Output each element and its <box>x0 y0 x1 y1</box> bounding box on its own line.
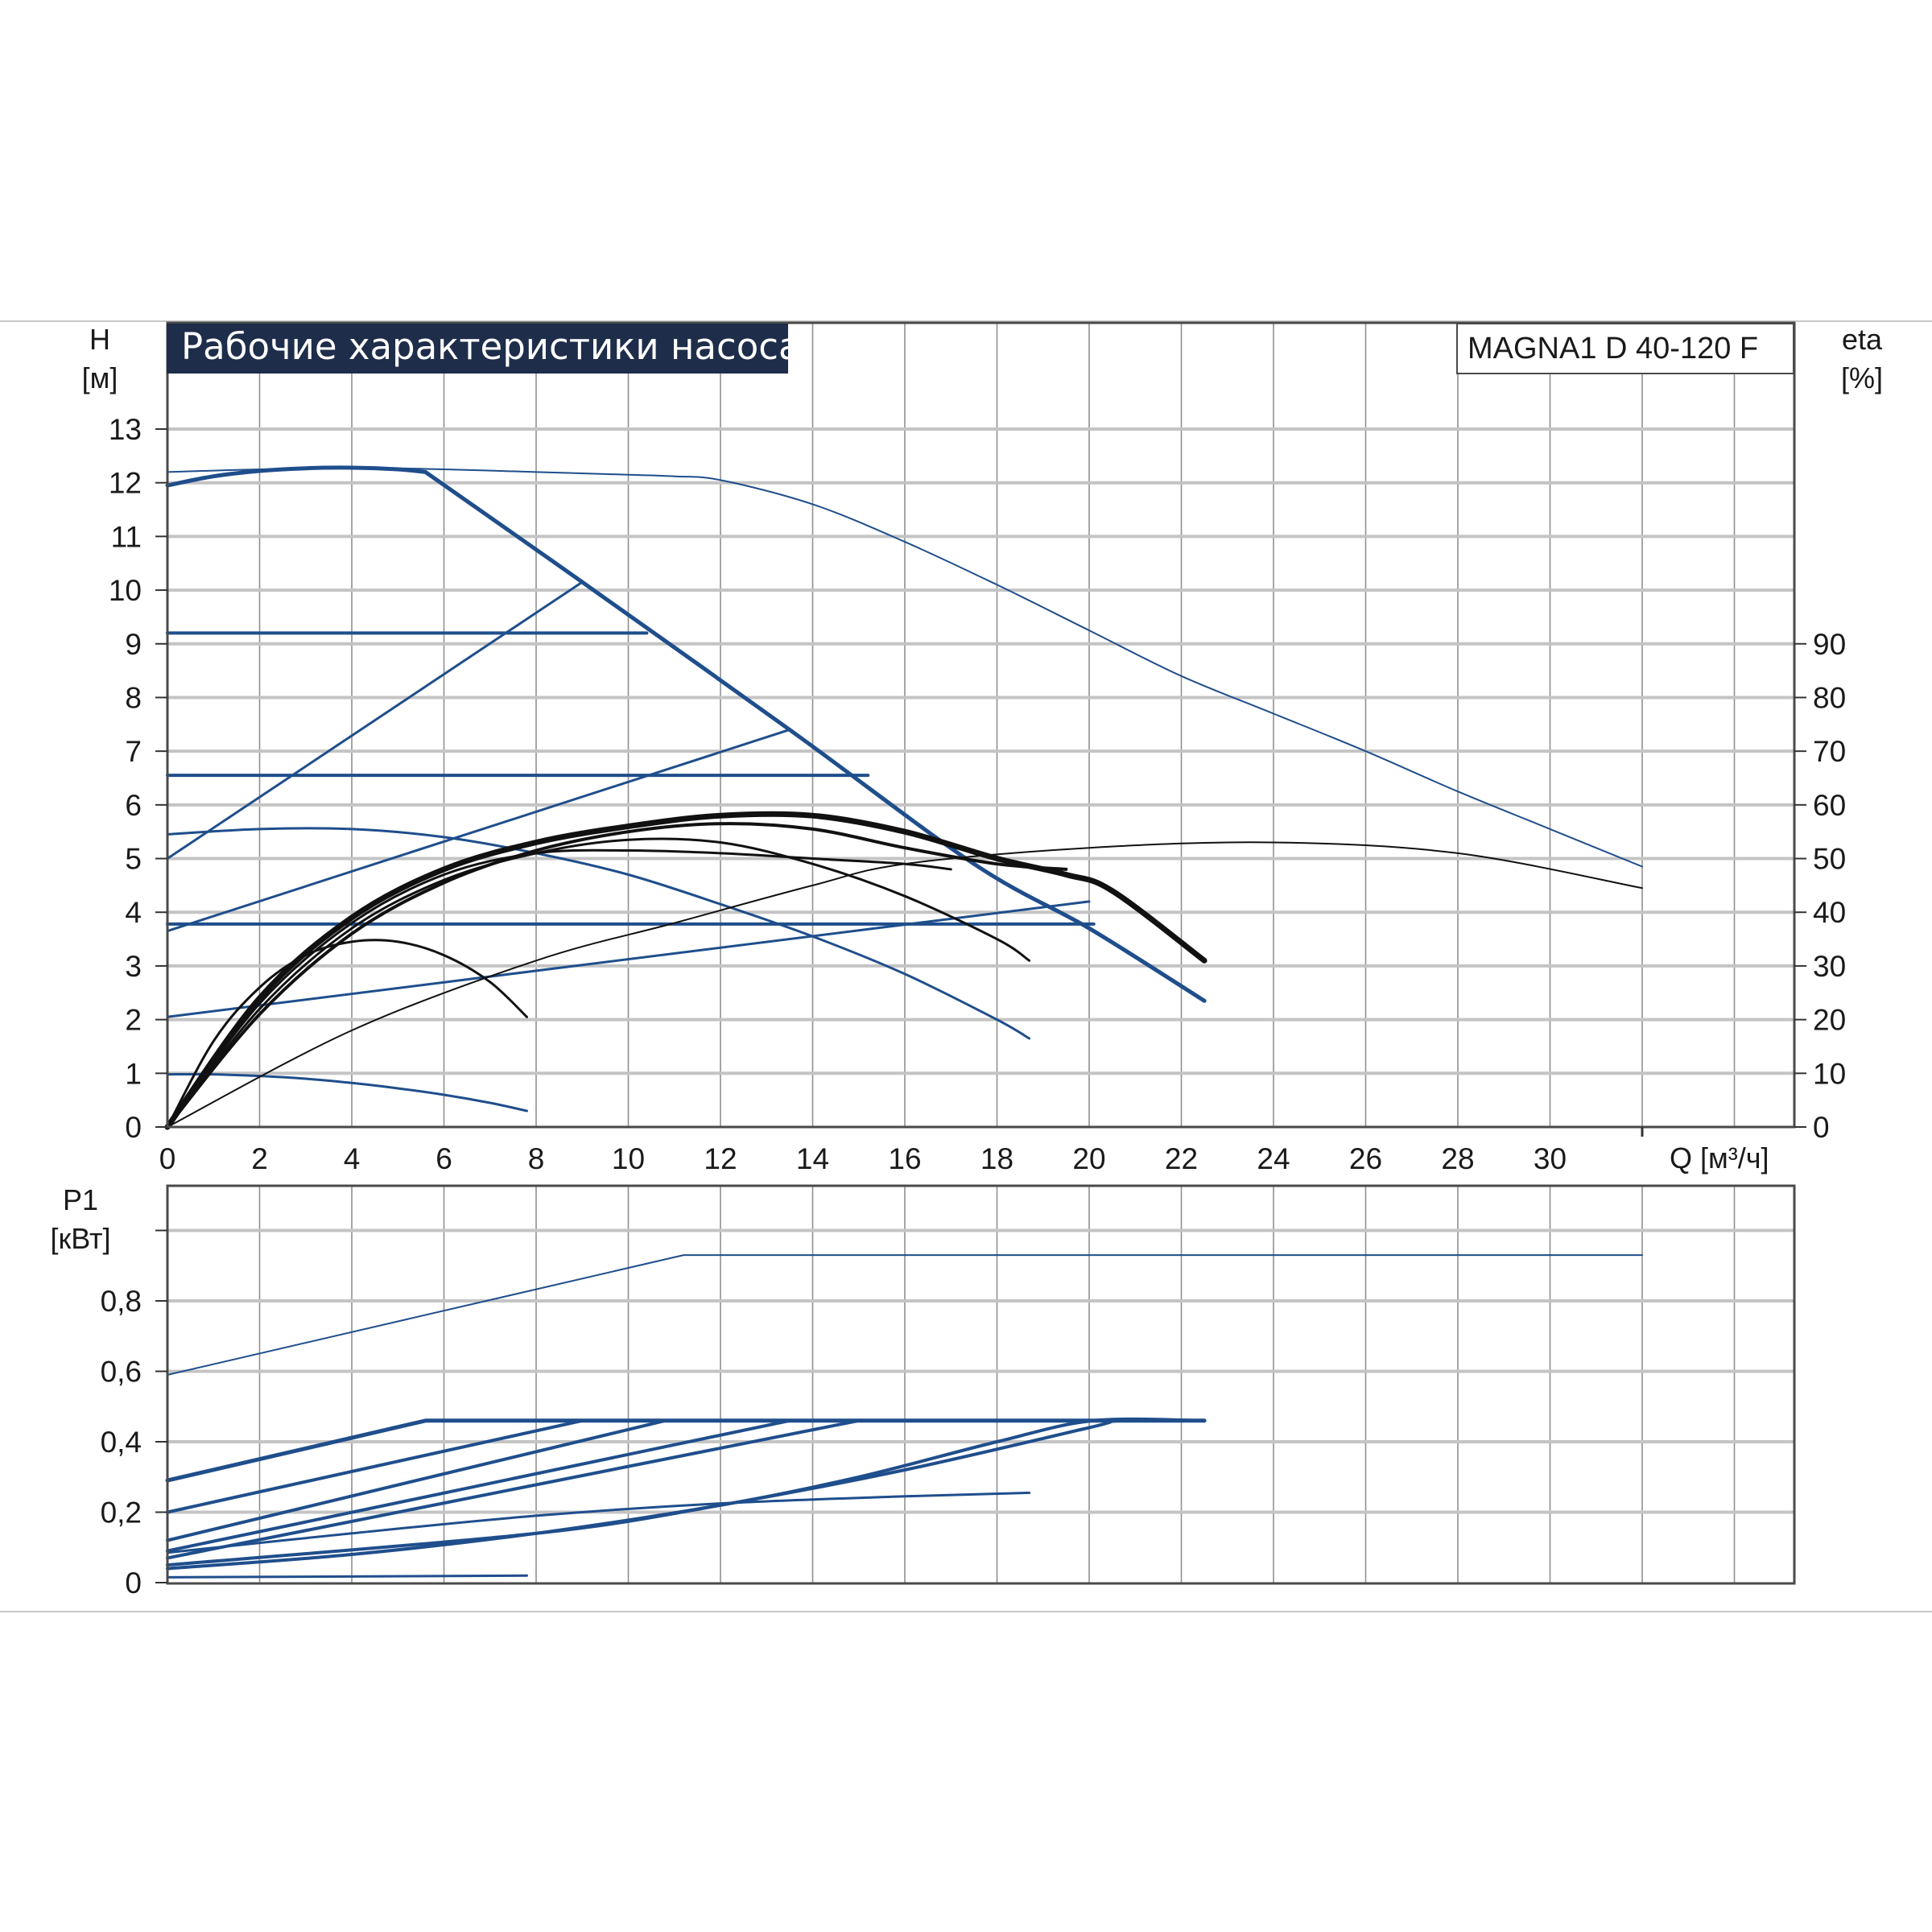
y-axis-label: H <box>89 323 110 356</box>
x-tick-label: 6 <box>436 1142 452 1175</box>
y2-tick-label: 80 <box>1813 681 1846 714</box>
power-plot-curves <box>165 1254 1643 1579</box>
y2-tick-label: 10 <box>1813 1057 1846 1090</box>
efficiency-curve-13 <box>166 822 1068 1129</box>
y2-axis-label: eta <box>1842 323 1883 356</box>
power-curve-9 <box>166 1574 528 1579</box>
y-tick-label: 8 <box>125 681 142 714</box>
y-tick-label: 13 <box>109 413 142 446</box>
power-tick-label: 0,2 <box>101 1496 142 1530</box>
x-tick-label: 24 <box>1257 1142 1290 1175</box>
y2-tick-label: 60 <box>1813 789 1846 822</box>
y-tick-label: 2 <box>125 1004 142 1037</box>
model-box <box>1456 323 1794 374</box>
model-label: MAGNA1 D 40-120 F <box>1468 332 1758 365</box>
y-tick-label: 6 <box>125 789 142 822</box>
y-tick-label: 0 <box>125 1111 142 1144</box>
head-curve-6 <box>166 580 584 861</box>
x-tick-label: 28 <box>1441 1142 1474 1175</box>
power-curve-8 <box>166 1491 1031 1554</box>
chart-title-box <box>167 324 788 374</box>
x-tick-label: 10 <box>612 1142 645 1175</box>
x-tick-label: 22 <box>1165 1142 1198 1175</box>
head-plot-curves <box>164 465 1643 1130</box>
head-plot-grid <box>167 323 1794 1127</box>
head-curve-9 <box>166 827 1031 1040</box>
power-plot-frame <box>166 1184 1796 1585</box>
head-curve-8 <box>166 900 1091 1018</box>
x-tick-label: 0 <box>159 1142 176 1175</box>
power-axis-label: P1 <box>63 1183 98 1216</box>
x-tick-label: 12 <box>704 1142 737 1175</box>
x-axis-label: Q [м³/ч] <box>1670 1141 1769 1174</box>
y2-axis-unit: [%] <box>1841 361 1883 394</box>
x-tick-label: 16 <box>888 1142 921 1175</box>
x-tick-label: 20 <box>1072 1142 1105 1175</box>
head-curve-10 <box>166 1072 528 1113</box>
y-tick-label: 10 <box>109 574 142 607</box>
power-axis-unit: [кВт] <box>50 1222 110 1255</box>
power-tick-label: 0,4 <box>101 1426 142 1459</box>
x-tick-label: 14 <box>796 1142 829 1175</box>
x-tick-label: 8 <box>528 1142 545 1175</box>
efficiency-curve-12 <box>164 811 1208 1130</box>
efficiency-curve-16 <box>166 939 528 1129</box>
x-tick-label: 26 <box>1349 1142 1382 1175</box>
y-tick-label: 4 <box>125 896 142 929</box>
power-plot-tick-labels: 0 0,2 0,4 0,6 0,8 <box>101 1229 167 1600</box>
y-tick-label: 9 <box>125 628 142 661</box>
efficiency-curve-15 <box>166 837 1031 1129</box>
y-tick-label: 5 <box>125 843 142 876</box>
x-tick-label: 18 <box>980 1142 1013 1175</box>
y2-tick-label: 20 <box>1813 1004 1846 1037</box>
y-tick-label: 1 <box>125 1057 142 1090</box>
head-plot-tick-labels: 0 2 4 6 8 10 12 14 16 18 20 22 24 26 28 300123456789101… <box>109 413 1846 1175</box>
power-tick-label: 0 <box>125 1567 142 1600</box>
y-tick-label: 3 <box>125 950 142 983</box>
x-tick-label: 2 <box>251 1142 268 1175</box>
y-tick-label: 12 <box>109 467 142 500</box>
y-axis-unit: [м] <box>82 361 118 394</box>
power-curve-2 <box>166 1418 1207 1514</box>
y2-tick-label: 0 <box>1813 1111 1830 1144</box>
power-tick-label: 0,8 <box>101 1285 142 1318</box>
y-tick-label: 7 <box>125 735 142 768</box>
y-tick-label: 11 <box>111 520 142 553</box>
head-curve-0 <box>167 467 1643 868</box>
chart-title: Рабочие характеристики насоса <box>181 325 801 368</box>
head-plot-frame <box>166 321 1796 1129</box>
x-tick-label: 30 <box>1534 1142 1567 1175</box>
head-curve-1 <box>165 465 428 488</box>
power-curve-0 <box>167 1254 1643 1376</box>
power-plot-grid <box>167 1186 1794 1583</box>
head-curve-7 <box>166 728 791 933</box>
power-tick-label: 0,6 <box>101 1356 142 1389</box>
x-tick-label: 4 <box>344 1142 361 1175</box>
y2-tick-label: 90 <box>1813 628 1846 661</box>
head-curve-2 <box>423 469 1207 1003</box>
y2-tick-label: 30 <box>1813 950 1846 983</box>
efficiency-curve-11 <box>167 841 1643 1128</box>
y2-tick-label: 50 <box>1813 843 1846 876</box>
y2-tick-label: 70 <box>1813 735 1846 768</box>
y2-tick-label: 40 <box>1813 896 1846 929</box>
power-curve-7 <box>166 1418 1207 1571</box>
